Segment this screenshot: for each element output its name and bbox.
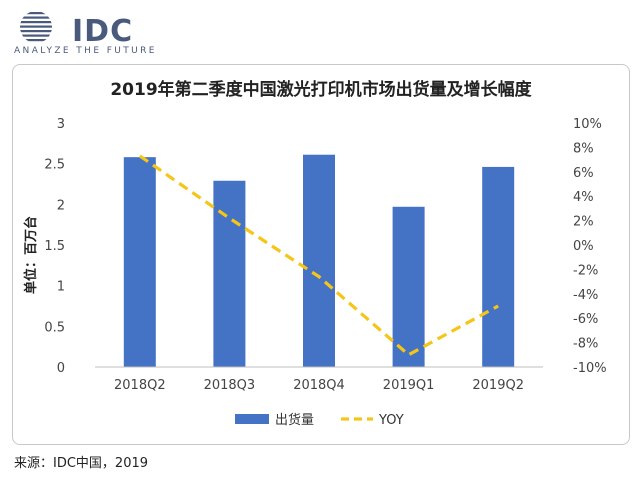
y-tick-label: 0.5 bbox=[44, 320, 65, 335]
legend-swatch-shipments bbox=[235, 414, 269, 424]
bar-2018Q3 bbox=[213, 180, 246, 367]
y2-tick-label: -8% bbox=[573, 337, 598, 352]
y2-tick-label: 4% bbox=[573, 190, 594, 205]
y2-tick-label: 2% bbox=[573, 215, 594, 230]
legend: 出货量 YOY bbox=[235, 412, 404, 428]
y2-tick-label: 8% bbox=[573, 141, 594, 156]
x-tick-label: 2018Q4 bbox=[293, 378, 345, 393]
bar-2018Q2 bbox=[123, 157, 156, 367]
brand-tagline: ANALYZE THE FUTURE bbox=[14, 46, 157, 56]
x-tick-label: 2018Q3 bbox=[204, 378, 256, 393]
bar-2018Q4 bbox=[303, 154, 335, 367]
y-tick-label: 3 bbox=[57, 117, 65, 132]
globe-icon bbox=[20, 12, 52, 42]
y-tick-label: 1 bbox=[57, 280, 65, 295]
y-tick-label: 2.5 bbox=[44, 158, 65, 173]
legend-label-shipments: 出货量 bbox=[275, 412, 314, 428]
y-tick-label: 2 bbox=[57, 198, 65, 213]
chart-container: 2019年第二季度中国激光打印机市场出货量及增长幅度 单位：百万台 0 0.5 1 1… bbox=[12, 64, 630, 445]
bar-2019Q2 bbox=[482, 166, 515, 367]
x-tick-label: 2019Q2 bbox=[472, 378, 524, 393]
x-tick-label: 2018Q2 bbox=[114, 378, 166, 393]
y2-tick-label: -6% bbox=[573, 312, 598, 327]
x-tick-label: 2019Q1 bbox=[383, 378, 435, 393]
y-tick-label: 0 bbox=[57, 361, 65, 376]
brand-name: IDC bbox=[72, 14, 134, 49]
legend-label-yoy: YOY bbox=[378, 413, 404, 428]
y2-tick-label: 0% bbox=[573, 239, 594, 254]
idc-logo: IDC ANALYZE THE FUTURE bbox=[14, 10, 184, 56]
y2-tick-label: -2% bbox=[573, 263, 598, 278]
source-note: 来源：IDC中国，2019 bbox=[14, 456, 149, 471]
y-tick-label: 1.5 bbox=[44, 239, 65, 254]
y-axis-label: 单位：百万台 bbox=[23, 216, 39, 294]
y2-tick-label: -4% bbox=[573, 288, 598, 303]
y2-tick-label: 6% bbox=[573, 166, 594, 181]
y2-tick-label: 10% bbox=[573, 117, 602, 132]
bar-2019Q1 bbox=[392, 206, 425, 367]
y2-tick-label: -10% bbox=[573, 361, 607, 376]
chart-svg: 2019年第二季度中国激光打印机市场出货量及增长幅度 单位：百万台 0 0.5 1 1… bbox=[23, 79, 607, 428]
chart-title: 2019年第二季度中国激光打印机市场出货量及增长幅度 bbox=[110, 79, 532, 100]
yoy-series-line bbox=[138, 154, 499, 357]
